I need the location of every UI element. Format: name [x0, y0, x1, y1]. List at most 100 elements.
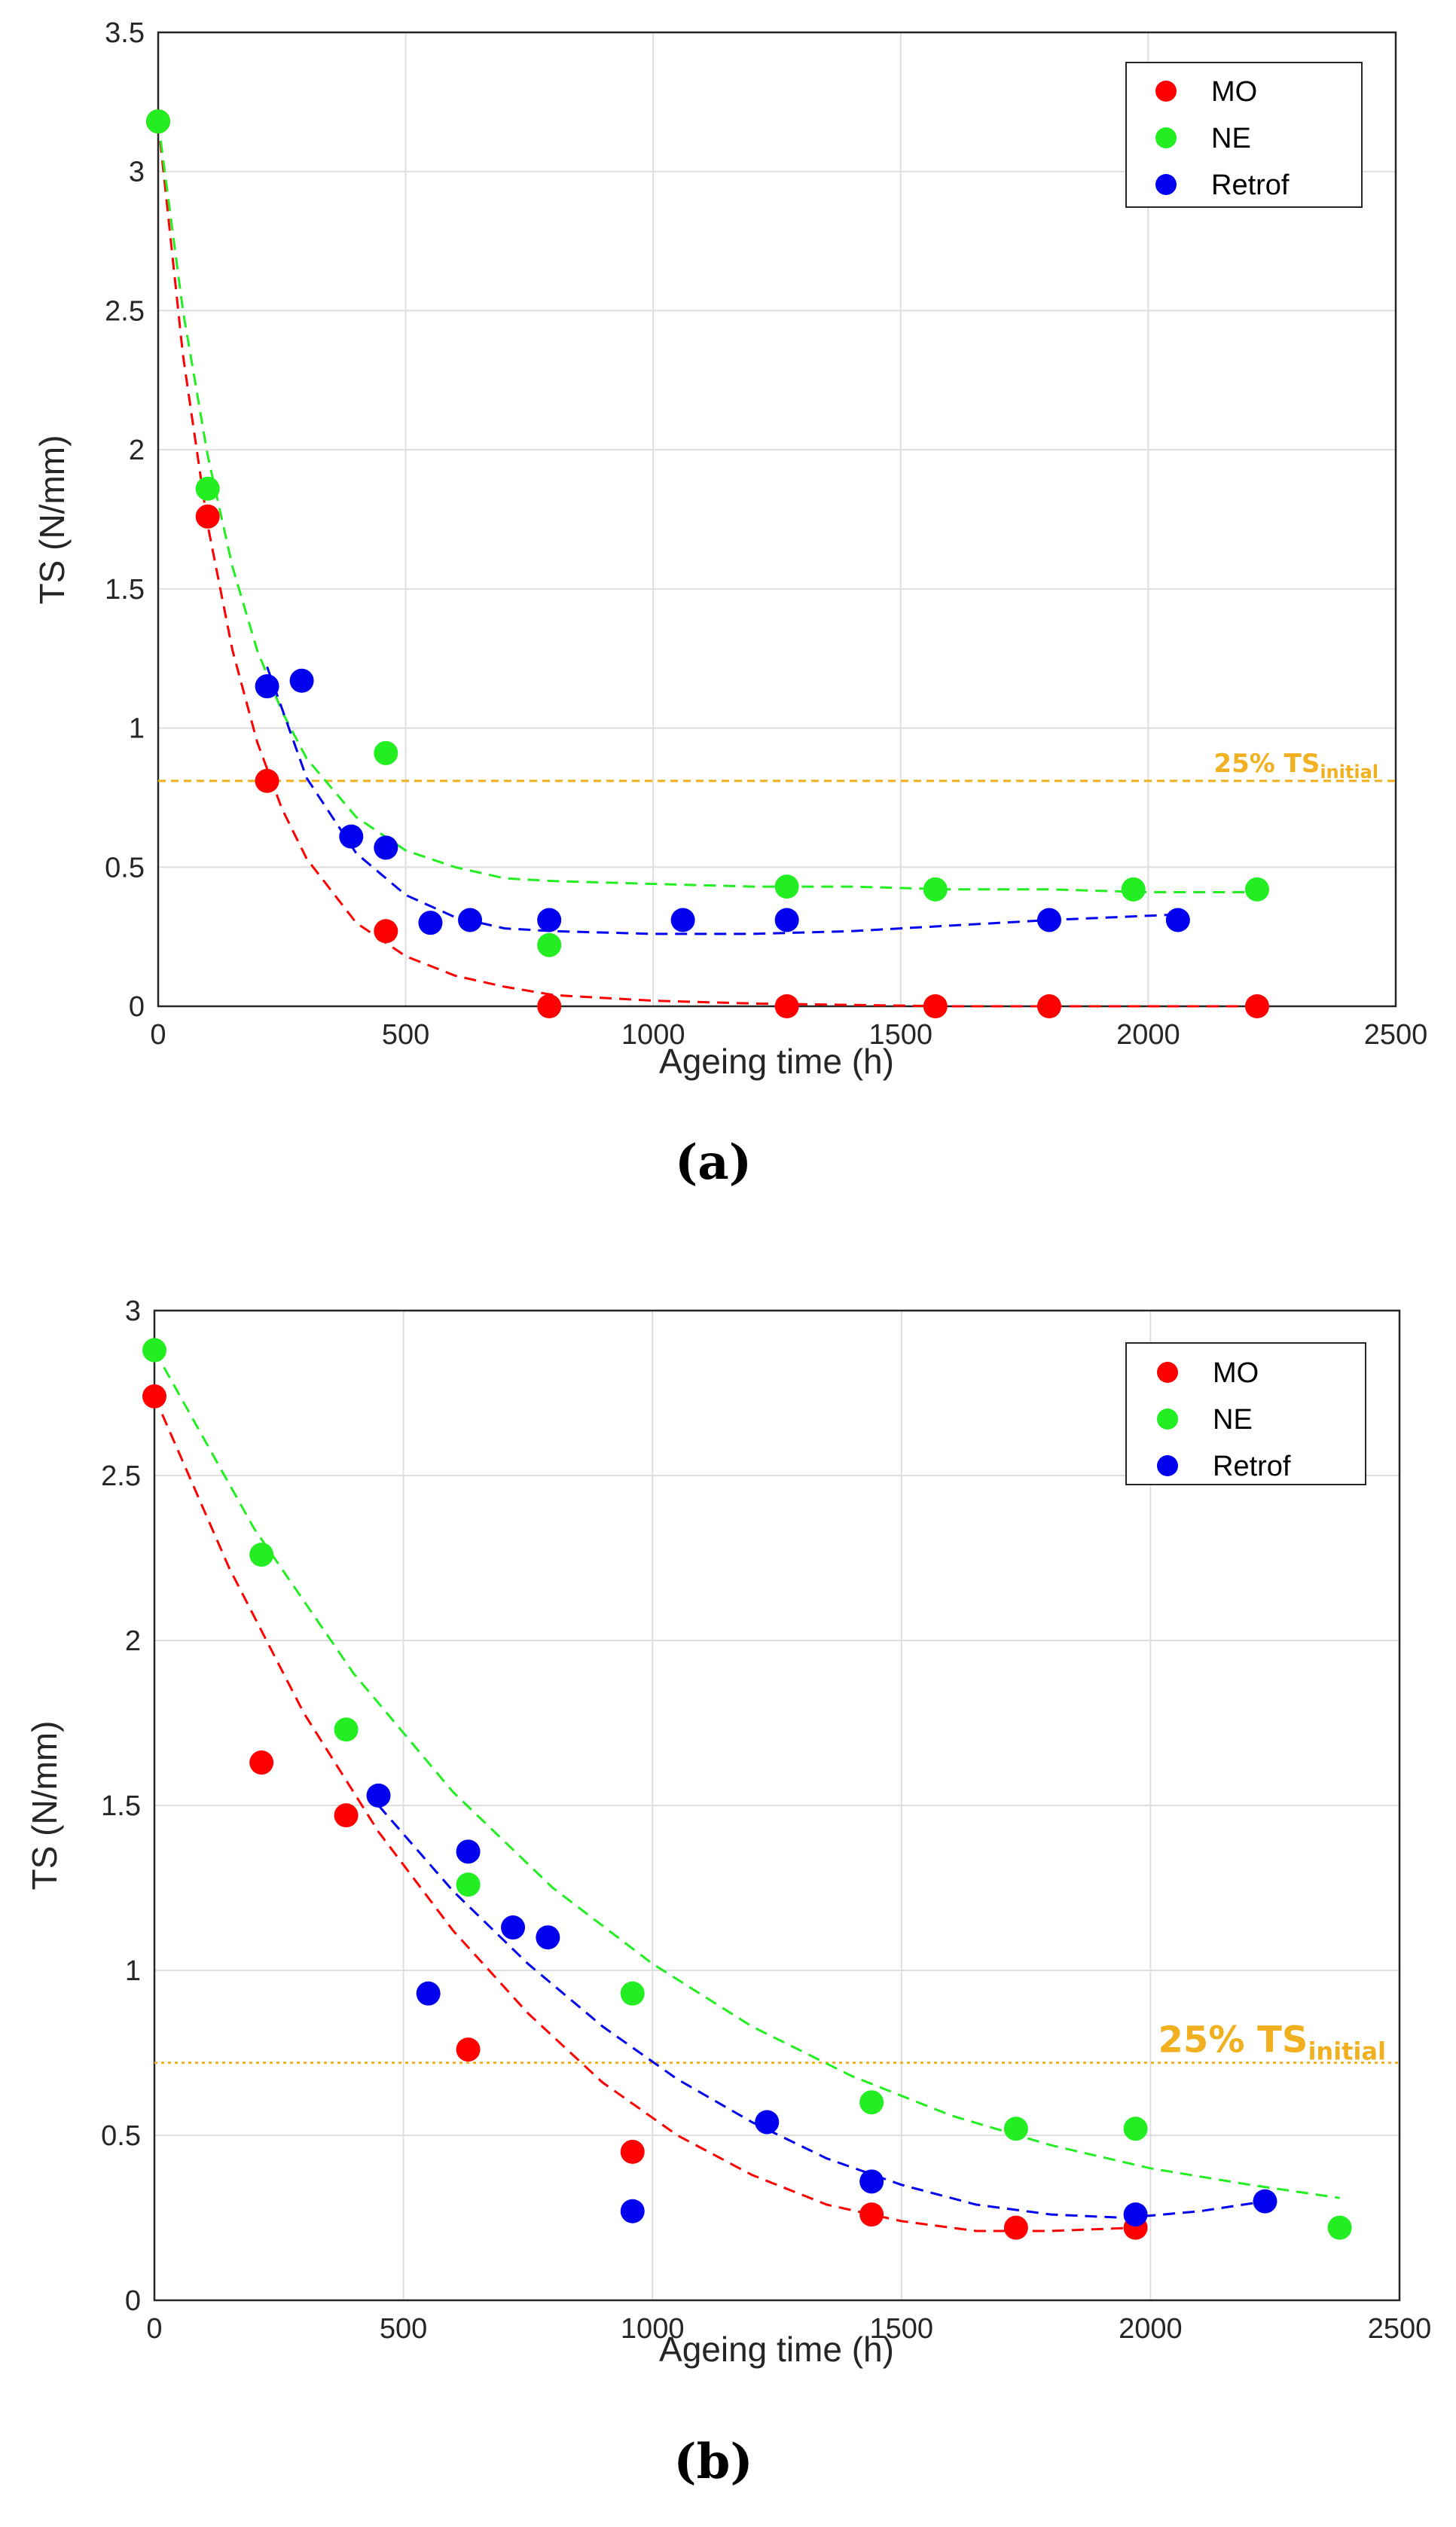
- x-tick-label-0-b: 0: [146, 2313, 162, 2345]
- point-ne-5-a: [923, 877, 948, 902]
- legend-label-ne-b: NE: [1213, 1404, 1253, 1436]
- caption-b: (b): [673, 2434, 752, 2490]
- point-retrof-6-b: [755, 2110, 780, 2135]
- point-mo-4-a: [537, 994, 562, 1018]
- y-tick-label-1-a: 1: [129, 713, 145, 745]
- y-tick-label-0-5-a: 0.5: [105, 852, 145, 884]
- x-tick-label-2500-a: 2500: [1364, 1019, 1428, 1051]
- point-ne-6-a: [1121, 877, 1146, 902]
- point-retrof-7-a: [670, 908, 695, 932]
- point-mo-2-a: [255, 768, 279, 793]
- point-retrof-9-b: [1253, 2189, 1277, 2214]
- point-mo-1-a: [195, 504, 220, 529]
- y-tick-label-3-a: 3: [129, 157, 145, 188]
- y-axis-label-a: TS (N/mm): [32, 435, 72, 605]
- reference-label-main-a: 25% TS: [1213, 749, 1320, 779]
- point-mo-8-a: [1244, 994, 1269, 1018]
- point-ne-4-a: [774, 874, 799, 899]
- x-tick-label-1500-a: 1500: [869, 1019, 933, 1051]
- point-mo-3-a: [374, 919, 398, 944]
- x-axis-label-a: Ageing time (h): [659, 1042, 894, 1081]
- point-retrof-6-a: [537, 908, 562, 932]
- y-tick-label-3-5-a: 3.5: [105, 17, 145, 49]
- point-mo-5-b: [859, 2202, 884, 2227]
- y-axis-label-b: TS (N/mm): [25, 1721, 64, 1891]
- legend-marker-retrof-a: [1155, 174, 1177, 195]
- point-retrof-4-a: [418, 911, 443, 935]
- point-retrof-0-b: [366, 1783, 391, 1808]
- point-ne-5-b: [859, 2090, 884, 2115]
- fit-curve-mo-a: [157, 121, 1257, 1008]
- x-tick-label-2500-b: 2500: [1368, 2313, 1432, 2345]
- point-ne-7-b: [1123, 2117, 1148, 2141]
- y-tick-label-1-5-b: 1.5: [101, 1790, 141, 1822]
- point-ne-1-b: [249, 1543, 274, 1567]
- fit-curve-retrof-a: [266, 666, 1178, 935]
- legend-marker-mo-a: [1155, 81, 1177, 102]
- point-mo-0-b: [142, 1384, 166, 1408]
- point-retrof-1-b: [416, 1981, 441, 2006]
- point-retrof-3-a: [374, 835, 398, 860]
- point-mo-6-a: [923, 994, 948, 1018]
- caption-a: (a): [675, 1134, 752, 1191]
- fit-curve-ne-b: [153, 1349, 1340, 2199]
- point-mo-5-a: [774, 994, 799, 1018]
- plot-frame-b: [153, 1309, 1401, 2302]
- y-tick-label-1-5-a: 1.5: [105, 574, 145, 606]
- y-tick-label-2-5-a: 2.5: [105, 295, 145, 327]
- legend-label-retrof-a: Retrof: [1211, 169, 1290, 201]
- point-retrof-7-b: [859, 2169, 884, 2194]
- chart-panel-b: 0 500 1000 1500 2000 2500 0 0.5 1 1.5 2 2.5 3 25% TS…: [25, 1296, 1431, 2490]
- point-retrof-0-a: [255, 674, 279, 699]
- point-ne-4-b: [620, 1981, 645, 2006]
- point-retrof-4-b: [536, 1925, 560, 1950]
- point-mo-2-b: [334, 1803, 359, 1828]
- point-retrof-2-b: [456, 1839, 481, 1864]
- point-mo-1-b: [249, 1750, 274, 1775]
- x-tick-label-1000-b: 1000: [621, 2313, 685, 2345]
- point-retrof-1-a: [289, 668, 314, 693]
- reference-line-a: 25% TSinitial: [158, 749, 1396, 783]
- y-tick-label-0-a: 0: [129, 991, 145, 1023]
- tick-labels-b: 0 500 1000 1500 2000 2500 0 0.5 1 1.5 2 2.5 3: [101, 1296, 1431, 2345]
- point-retrof-5-a: [458, 908, 483, 932]
- point-ne-2-a: [374, 740, 398, 765]
- y-tick-label-0-5-b: 0.5: [101, 2120, 141, 2152]
- x-tick-label-1500-b: 1500: [870, 2313, 934, 2345]
- reference-label-main-b: 25% TS: [1158, 2019, 1308, 2062]
- reference-label-b: 25% TSinitial: [1158, 2019, 1386, 2066]
- reference-label-sub-a: initial: [1320, 761, 1378, 783]
- data-points-a: [146, 109, 1269, 1018]
- y-tick-label-0-b: 0: [125, 2285, 141, 2317]
- fit-curve-mo-b: [153, 1396, 1136, 2232]
- point-retrof-2-a: [339, 824, 364, 849]
- point-mo-4-b: [620, 2139, 645, 2164]
- point-retrof-8-a: [774, 908, 799, 932]
- point-ne-3-b: [456, 1872, 481, 1897]
- fit-curves-a: [157, 121, 1257, 1008]
- point-ne-0-a: [146, 109, 170, 134]
- x-tick-label-0-a: 0: [150, 1019, 166, 1051]
- tick-labels-a: 0 500 1000 1500 2000 2500 0 0.5 1 1.5 2 2.5 3 3.5: [105, 17, 1427, 1051]
- point-retrof-5-b: [620, 2199, 645, 2223]
- point-ne-7-a: [1244, 877, 1269, 902]
- reference-label-a: 25% TSinitial: [1213, 749, 1378, 783]
- point-ne-1-a: [195, 476, 220, 501]
- legend-b: MO NE Retrof: [1125, 1342, 1366, 1485]
- x-tick-label-2000-b: 2000: [1119, 2313, 1183, 2345]
- point-ne-0-b: [142, 1338, 166, 1363]
- y-tick-label-2-b: 2: [125, 1625, 141, 1657]
- legend-marker-mo-b: [1157, 1362, 1178, 1383]
- x-tick-label-1000-a: 1000: [621, 1019, 685, 1051]
- point-mo-7-a: [1036, 994, 1061, 1018]
- reference-line-b: 25% TSinitial: [154, 2019, 1400, 2066]
- y-tick-label-2-a: 2: [129, 435, 145, 466]
- y-tick-label-2-5-b: 2.5: [101, 1460, 141, 1492]
- x-axis-label-b: Ageing time (h): [659, 2330, 894, 2369]
- point-retrof-8-b: [1123, 2202, 1148, 2227]
- point-ne-3-a: [537, 932, 562, 957]
- legend-label-mo-a: MO: [1211, 76, 1257, 108]
- legend-marker-ne-a: [1155, 127, 1177, 148]
- legend-label-retrof-b: Retrof: [1213, 1451, 1291, 1482]
